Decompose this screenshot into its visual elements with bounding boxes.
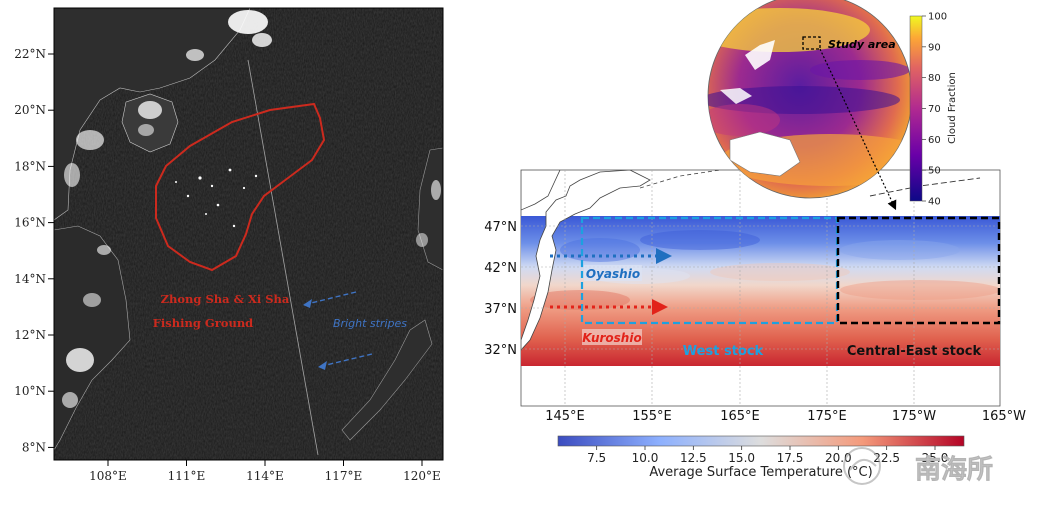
city-lights (62, 10, 441, 408)
cloud-tick-label: 50 (928, 166, 941, 177)
west-stock-box (580, 216, 839, 325)
central-east-stock-box (836, 216, 1001, 325)
cloud-colorbar-title: Cloud Fraction (947, 72, 958, 144)
lat-tick-label: 8°N (22, 440, 46, 454)
lat-tick-label: 32°N (484, 343, 517, 358)
sst-tick-label: 7.5 (587, 451, 606, 465)
right-panel: Oyashio Kuroshio West stock Central-East… (484, 0, 1026, 480)
lat-tick-label: 10°N (14, 384, 46, 398)
cloud-tick-label: 90 (928, 42, 941, 53)
lon-tick-label: 114°E (246, 469, 284, 483)
asia-coast-shape (745, 40, 775, 70)
cloud-tick-label: 70 (928, 104, 941, 115)
lon-tick-label: 175°E (807, 409, 847, 424)
lon-tick-label: 155°E (632, 409, 672, 424)
lat-tick-label: 47°N (484, 220, 517, 235)
arrow-head-icon (303, 299, 312, 308)
oyashio-label: Oyashio (586, 267, 640, 281)
left-panel: Zhong Sha & Xi Sha Fishing Ground Bright… (14, 7, 444, 483)
sst-tick-label: 12.5 (680, 451, 707, 465)
left-lat-axis: 22°N 20°N 18°N 16°N 14°N 12°N 10°N 8°N (14, 47, 54, 454)
right-lat-axis: 47°N 42°N 37°N 32°N (484, 220, 517, 358)
islands-shape (720, 88, 752, 104)
cloud-tick-label: 40 (928, 197, 941, 208)
australia-shape (729, 131, 801, 177)
central-east-stock-label: Central-East stock (847, 344, 982, 359)
lat-tick-label: 22°N (14, 47, 46, 61)
fishing-ground-label: Zhong Sha & Xi Sha (161, 292, 290, 306)
sst-tick-label: 17.5 (777, 451, 804, 465)
kuroshio-arrow-head-icon (652, 299, 668, 315)
left-lon-axis: 108°E 111°E 114°E 117°E 120°E (89, 460, 441, 483)
lat-tick-label: 18°N (14, 159, 46, 173)
sakhalin-coastline (521, 170, 561, 211)
watermark-logo (843, 447, 881, 485)
study-area-box (802, 36, 821, 50)
lat-tick-label: 16°N (14, 216, 46, 230)
lon-tick-label: 108°E (89, 469, 127, 483)
lon-tick-label: 165°E (720, 409, 760, 424)
lat-tick-label: 14°N (14, 272, 46, 286)
lon-tick-label: 120°E (403, 469, 441, 483)
lon-tick-label: 117°E (325, 469, 363, 483)
lon-tick-label: 175°W (892, 409, 936, 424)
land-south-china (53, 7, 251, 221)
watermark-text: 南海所 (915, 455, 993, 485)
lat-tick-label: 12°N (14, 328, 46, 342)
left-map-frame (53, 7, 444, 461)
cloud-colorbar (909, 15, 923, 202)
right-lon-axis: 145°E 155°E 165°E 175°E 175°W 165°W (545, 409, 1026, 424)
study-area-pointer (819, 48, 897, 211)
oyashio-arrow-head-icon (656, 248, 672, 264)
lat-tick-label: 42°N (484, 261, 517, 276)
fishing-ground-outline (155, 102, 326, 272)
lat-tick-label: 37°N (484, 302, 517, 317)
orbit-seam-line (247, 59, 319, 456)
lon-tick-label: 145°E (545, 409, 585, 424)
west-stock-label: West stock (683, 344, 764, 359)
cloud-tick-label: 60 (928, 135, 941, 146)
lat-tick-label: 20°N (14, 103, 46, 117)
fishing-ground-label-2: Fishing Ground (153, 316, 253, 330)
lon-tick-label: 165°W (982, 409, 1026, 424)
kuroshio-label: Kuroshio (582, 331, 641, 345)
sst-texture (530, 230, 1000, 310)
sst-colorbar-title: Average Surface Temperature (°C) (649, 465, 872, 480)
cloud-tick-label: 100 (928, 12, 947, 23)
oyashio-label-bg (584, 265, 642, 281)
cloud-colorbar-ticks: 100 90 80 70 60 50 40 (922, 12, 947, 208)
sst-gridlines (521, 170, 1000, 406)
bright-stripe-arrows (302, 291, 373, 368)
japan-coastline (521, 170, 651, 351)
sst-tick-label: 15.0 (728, 451, 755, 465)
kuroshio-label-bg (582, 329, 642, 345)
sst-tick-label: 20.0 (825, 451, 852, 465)
sst-tick-label: 25.0 (922, 451, 949, 465)
cloud-tick-label: 80 (928, 73, 941, 84)
arrow-head-icon (318, 361, 327, 370)
sst-tick-label: 10.0 (632, 451, 659, 465)
land-hainan (121, 93, 179, 153)
land-palawan (341, 319, 433, 441)
lon-tick-label: 111°E (168, 469, 206, 483)
sst-colorbar-ticks: 7.5 10.0 12.5 15.0 17.5 20.0 22.5 25.0 (587, 446, 948, 465)
bright-stripes-label: Bright stripes (333, 317, 407, 330)
study-area-label: Study area (828, 38, 896, 51)
sst-colorbar (557, 435, 965, 447)
